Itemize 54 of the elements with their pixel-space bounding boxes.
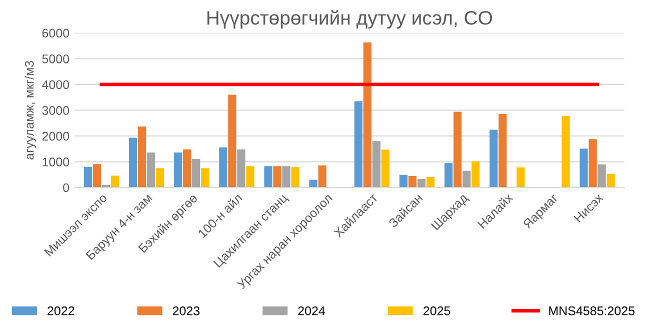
bar [408, 176, 417, 188]
bar [562, 116, 570, 188]
bar [192, 158, 200, 188]
y-tick-label: 2000 [42, 132, 70, 141]
legend-label: 2024 [298, 306, 326, 316]
legend-label: 2025 [424, 306, 450, 316]
bar [462, 170, 471, 188]
bar [490, 130, 498, 188]
y-tick-label: 3000 [42, 106, 70, 115]
bar [291, 167, 300, 188]
bar [363, 42, 372, 188]
y-tick-label: 4000 [42, 80, 70, 90]
bar [318, 165, 326, 188]
bar [92, 164, 101, 188]
bar [156, 168, 164, 188]
bar [237, 149, 246, 188]
bar [264, 166, 272, 188]
bar [174, 152, 182, 188]
bar [282, 166, 290, 188]
bar [472, 161, 480, 188]
bar [228, 94, 236, 188]
bar [426, 176, 435, 188]
bar [399, 174, 408, 188]
bar [444, 163, 453, 188]
bar [219, 147, 228, 188]
bar [498, 114, 507, 188]
bar [598, 164, 606, 188]
bar [183, 149, 192, 188]
bar [354, 101, 362, 188]
legend-label: MNS4585:2025 [549, 306, 635, 316]
chart-title: Нүүрстөрөгчийн дутуу исэл, CO [207, 10, 492, 29]
bar [417, 179, 426, 188]
bar [381, 150, 390, 188]
bar [110, 176, 120, 188]
y-axis-title: агууламж, мкг/м3 [24, 61, 36, 160]
y-tick-label: 1000 [42, 158, 70, 166]
bar [580, 148, 588, 188]
bar [128, 138, 138, 188]
bar [588, 139, 597, 188]
bar [146, 152, 156, 188]
bar [201, 168, 210, 188]
y-tick-label: 5000 [42, 54, 70, 64]
bar [138, 126, 146, 188]
bar [454, 112, 462, 188]
bar [606, 174, 615, 188]
bar [273, 166, 282, 188]
bar [246, 166, 254, 188]
bar [84, 166, 92, 188]
legend-label: 2023 [172, 306, 200, 316]
y-tick-label: 0 [63, 183, 70, 192]
bar [516, 167, 525, 188]
legend-label: 2022 [48, 306, 74, 316]
bar [372, 141, 380, 188]
y-tick-label: 6000 [42, 28, 70, 38]
